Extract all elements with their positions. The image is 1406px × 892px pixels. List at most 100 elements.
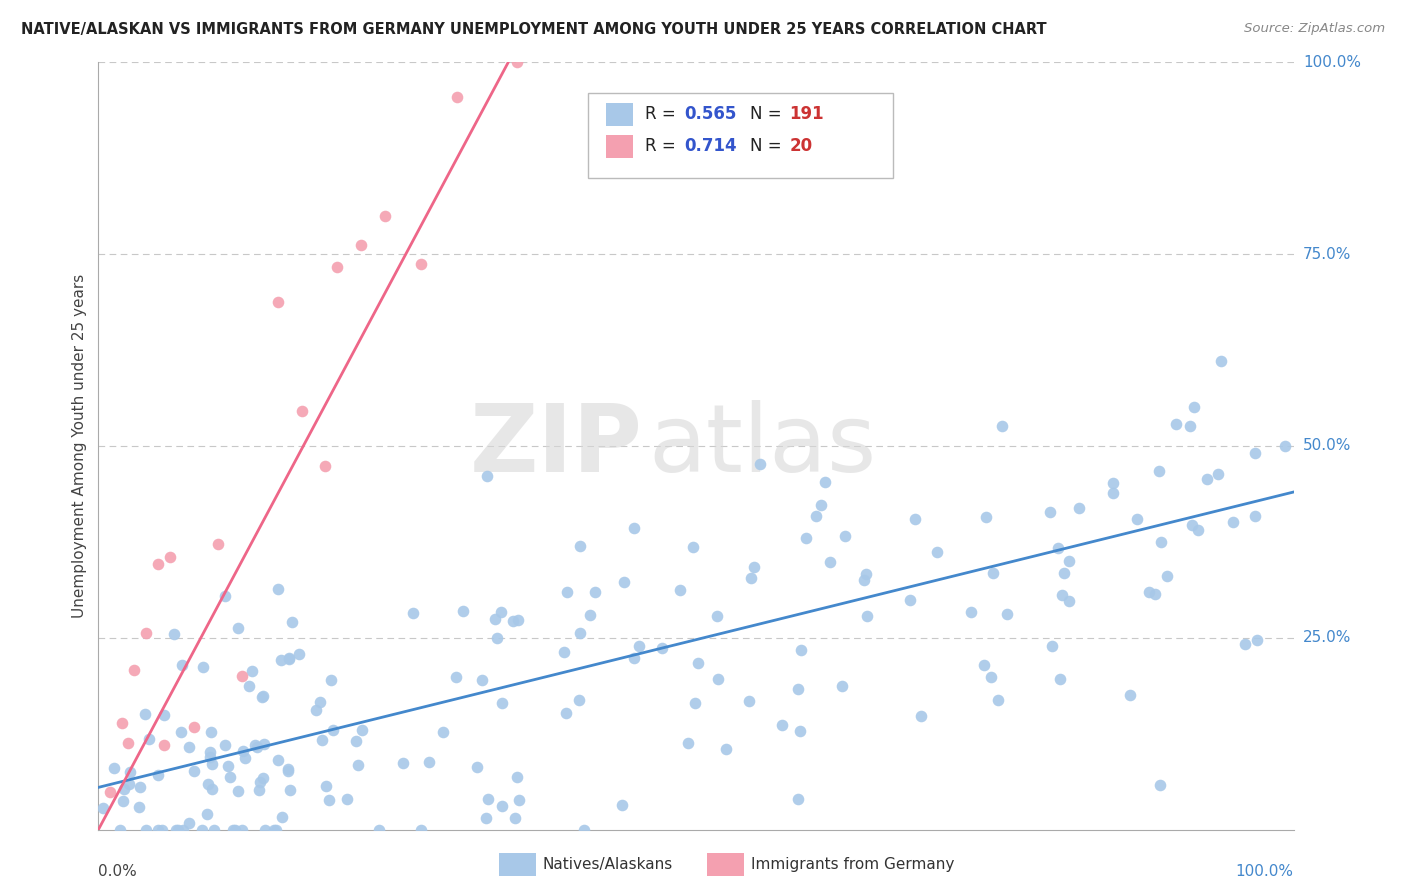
Point	[740, 571, 762, 585]
Point	[555, 706, 578, 720]
Point	[834, 529, 856, 543]
Point	[231, 822, 253, 837]
Point	[402, 607, 425, 621]
Point	[291, 404, 314, 418]
Point	[738, 694, 761, 708]
Point	[1102, 486, 1125, 500]
Point	[270, 810, 292, 824]
Point	[1197, 472, 1219, 486]
Point	[267, 582, 290, 596]
Point	[707, 672, 730, 686]
Point	[159, 550, 181, 565]
Text: 100.0%: 100.0%	[1303, 55, 1361, 70]
Text: Immigrants from Germany: Immigrants from Germany	[751, 857, 955, 871]
Point	[1164, 417, 1187, 431]
Point	[277, 764, 299, 779]
Point	[249, 774, 271, 789]
Point	[1039, 504, 1062, 518]
Point	[651, 641, 673, 656]
Point	[252, 690, 274, 704]
Point	[135, 625, 157, 640]
Point	[183, 764, 205, 778]
Point	[246, 739, 269, 754]
Point	[252, 771, 274, 785]
Point	[252, 689, 274, 703]
Point	[232, 744, 254, 758]
Point	[568, 539, 591, 553]
Point	[981, 566, 1004, 580]
Point	[997, 607, 1019, 621]
Point	[1187, 523, 1209, 537]
Point	[111, 794, 134, 808]
Point	[475, 811, 498, 825]
Point	[200, 749, 222, 764]
Point	[742, 560, 765, 574]
Point	[612, 798, 634, 813]
Point	[305, 703, 328, 717]
Point	[506, 55, 529, 70]
Point	[153, 708, 176, 723]
Point	[190, 822, 212, 837]
Point	[1050, 588, 1073, 602]
Point	[326, 260, 349, 274]
Point	[1047, 541, 1070, 555]
Point	[990, 418, 1012, 433]
Point	[200, 724, 222, 739]
Text: atlas: atlas	[648, 400, 876, 492]
Point	[148, 558, 170, 572]
Point	[489, 606, 512, 620]
Point	[148, 822, 170, 837]
Point	[898, 593, 921, 607]
Point	[277, 652, 299, 666]
Point	[167, 822, 190, 837]
Point	[502, 614, 524, 628]
Point	[578, 607, 600, 622]
Point	[152, 822, 174, 837]
Point	[1067, 501, 1090, 516]
Point	[787, 682, 810, 697]
Point	[263, 822, 285, 837]
Point	[336, 791, 359, 805]
Point	[855, 609, 877, 624]
Text: R =: R =	[644, 137, 681, 155]
Point	[794, 531, 817, 545]
Text: R =: R =	[644, 105, 681, 123]
Point	[682, 540, 704, 554]
Point	[628, 640, 651, 654]
Point	[207, 537, 229, 551]
Point	[623, 651, 645, 665]
Point	[231, 669, 253, 683]
Point	[315, 779, 337, 793]
Point	[508, 793, 530, 807]
Point	[1102, 476, 1125, 491]
Point	[1057, 554, 1080, 568]
Point	[1180, 419, 1202, 434]
Text: 50.0%: 50.0%	[1303, 439, 1351, 453]
Point	[1040, 639, 1063, 653]
Point	[613, 575, 636, 590]
Point	[233, 751, 256, 765]
Point	[277, 651, 299, 665]
Point	[278, 783, 301, 797]
Point	[118, 777, 141, 791]
Point	[555, 585, 578, 599]
Point	[572, 822, 595, 837]
Point	[1143, 587, 1166, 601]
Text: Source: ZipAtlas.com: Source: ZipAtlas.com	[1244, 22, 1385, 36]
Point	[214, 739, 236, 753]
Point	[201, 757, 224, 772]
Point	[503, 812, 526, 826]
Point	[569, 626, 592, 640]
Point	[311, 732, 333, 747]
Point	[683, 696, 706, 710]
Point	[484, 612, 506, 626]
Point	[1246, 632, 1268, 647]
Point	[974, 510, 997, 524]
Point	[267, 295, 290, 310]
Point	[217, 759, 239, 773]
Point	[169, 725, 191, 739]
Point	[1206, 467, 1229, 481]
Point	[1156, 569, 1178, 583]
Text: 0.0%: 0.0%	[98, 864, 138, 880]
Point	[668, 583, 690, 598]
